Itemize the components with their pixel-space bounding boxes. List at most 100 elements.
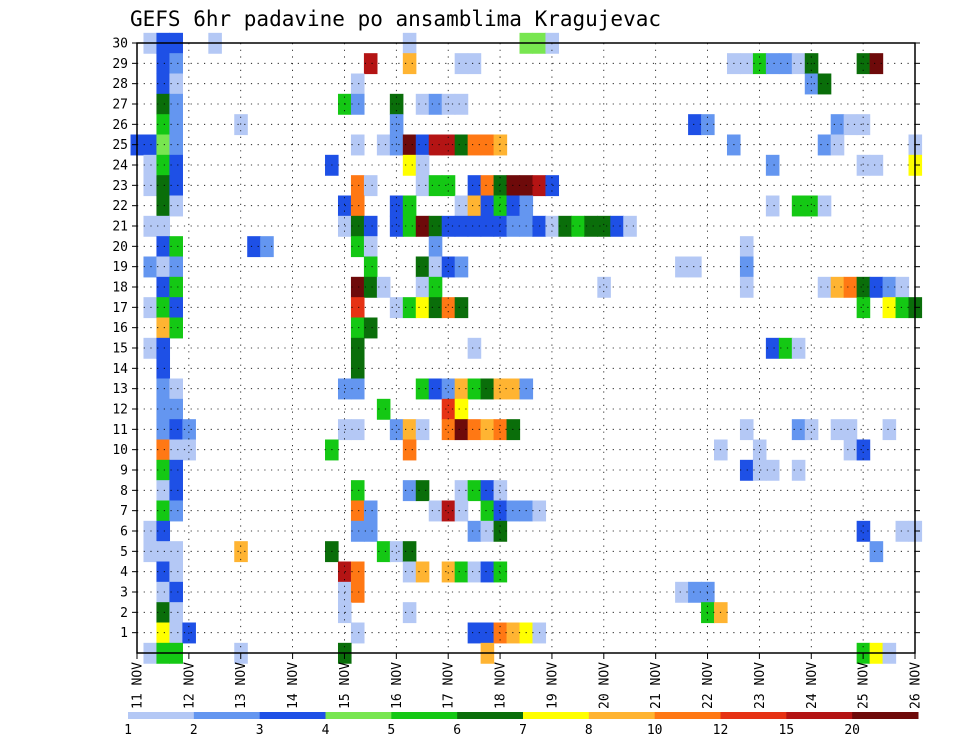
heatmap-cell: [415, 378, 430, 400]
x-tick-label: 14 NOV: [286, 662, 301, 709]
legend-swatch: [259, 712, 326, 719]
heatmap-cell: [350, 378, 365, 400]
heatmap-cell: [363, 53, 378, 75]
heatmap-cell: [428, 297, 443, 319]
heatmap-cell: [350, 236, 365, 258]
heatmap-cell: [895, 520, 910, 542]
heatmap-cell: [454, 93, 469, 115]
heatmap-cell: [156, 276, 171, 298]
heatmap-cell: [441, 134, 456, 156]
heatmap-cell: [480, 561, 495, 583]
heatmap-cell: [571, 215, 585, 237]
heatmap-cell: [156, 602, 171, 624]
heatmap-cell: [402, 154, 417, 176]
heatmap-cell: [350, 358, 365, 380]
heatmap-cell: [156, 53, 171, 75]
heatmap-cell: [169, 439, 183, 461]
color-legend: 1 2 3 4 5 6 7 8 10 12 15 20: [124, 712, 919, 738]
legend-swatch: [457, 712, 524, 719]
heatmap-cell: [817, 195, 832, 217]
x-tick-label: 12 NOV: [182, 662, 197, 709]
legend-swatch: [523, 712, 590, 719]
y-tick-label: 15: [112, 342, 128, 357]
y-tick-label: 29: [112, 57, 128, 72]
legend-label: 5: [387, 723, 395, 738]
heatmap-cell: [610, 215, 624, 237]
heatmap-cell: [350, 622, 365, 644]
heatmap-cell: [376, 276, 391, 298]
heatmap-cell: [169, 73, 183, 95]
heatmap-cell: [765, 195, 780, 217]
heatmap-cell: [817, 134, 832, 156]
heatmap-cell: [402, 541, 417, 563]
heatmap-cell: [402, 53, 417, 75]
heatmap-cell: [156, 561, 171, 583]
heatmap-cell: [169, 622, 183, 644]
chart-title: GEFS 6hr padavine po ansamblima Kragujev…: [130, 7, 661, 31]
heatmap-cell: [480, 480, 495, 502]
heatmap-cell: [480, 215, 495, 237]
y-tick-label: 11: [112, 423, 128, 438]
heatmap-cell: [856, 276, 871, 298]
heatmap-cell: [156, 622, 171, 644]
heatmap-cell: [169, 195, 183, 217]
heatmap-cell: [441, 419, 456, 441]
heatmap-cell: [350, 276, 365, 298]
x-tick-label: 20 NOV: [597, 662, 612, 709]
heatmap-cell: [545, 215, 560, 237]
heatmap-cell: [843, 419, 858, 441]
heatmap-cell: [350, 581, 365, 603]
heatmap-cell: [169, 500, 183, 522]
heatmap-cell: [765, 459, 780, 481]
legend-swatch: [128, 712, 195, 719]
heatmap-cell: [623, 215, 637, 237]
legend-label: 7: [519, 723, 527, 738]
heatmap-cell: [363, 236, 378, 258]
x-tick-label: 15 NOV: [338, 662, 353, 709]
y-tick-label: 2: [120, 606, 128, 621]
heatmap-cell: [402, 561, 417, 583]
legend-label: 1: [124, 723, 132, 738]
heatmap-cell: [765, 53, 780, 75]
heatmap-cell: [467, 134, 482, 156]
heatmap-cell: [156, 195, 171, 217]
heatmap-cell: [350, 175, 365, 197]
heatmap-cell: [467, 520, 482, 542]
heatmap-cell: [156, 236, 171, 258]
heatmap-cell: [830, 114, 845, 136]
heatmap-cell: [493, 215, 508, 237]
heatmap-cell: [882, 297, 897, 319]
heatmap-cell: [415, 297, 430, 319]
heatmap-cell: [169, 93, 183, 115]
heatmap-cell: [260, 236, 274, 258]
heatmap-cell: [688, 114, 702, 136]
heatmap-cell: [843, 276, 858, 298]
heatmap-cell: [169, 541, 183, 563]
heatmap-cell: [156, 398, 171, 420]
heatmap-cell: [156, 480, 171, 502]
heatmap-cell: [480, 195, 495, 217]
heatmap-cell: [363, 500, 378, 522]
heatmap-cell: [415, 93, 430, 115]
heatmap-cell: [467, 419, 482, 441]
heatmap-cell: [558, 215, 572, 237]
legend-label: 2: [190, 723, 198, 738]
heatmap-cell: [169, 236, 183, 258]
x-tick-label: 22 NOV: [701, 662, 716, 709]
heatmap-cell: [454, 297, 469, 319]
heatmap-cell: [234, 541, 248, 563]
x-axis: 11 NOV 12 NOV 13 NOV 14 NOV 15 NOV 16 NOV 17 N…: [131, 653, 924, 709]
heatmap-cell: [454, 195, 469, 217]
x-tick-label: 26 NOV: [909, 662, 924, 709]
y-tick-label: 1: [120, 626, 128, 641]
heatmap-cell: [752, 439, 767, 461]
heatmap-cell: [856, 439, 871, 461]
heatmap-cell: [584, 215, 598, 237]
heatmap-cell: [156, 93, 171, 115]
heatmap-cell: [169, 419, 183, 441]
heatmap-cell: [869, 154, 884, 176]
heatmap-cell: [415, 419, 430, 441]
heatmap-cell: [791, 459, 806, 481]
y-tick-label: 23: [112, 179, 128, 194]
